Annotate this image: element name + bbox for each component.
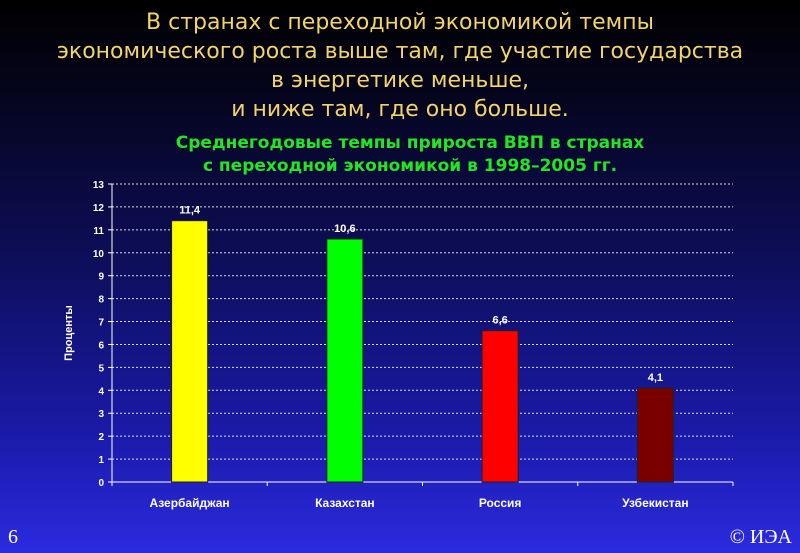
- headline-line: экономического роста выше там, где участ…: [56, 39, 744, 64]
- bar: [636, 387, 674, 483]
- headline-line: и ниже там, где оно больше.: [231, 97, 569, 122]
- y-tick-label: 9: [98, 272, 104, 283]
- headline-line: в энергетике меньше,: [270, 68, 530, 93]
- y-tick-label: 4: [98, 386, 104, 397]
- chart-title-line: Среднегодовые темпы прироста ВВП в стран…: [175, 133, 645, 153]
- x-tick-label: Азербайджан: [150, 496, 230, 510]
- x-tick-label: Узбекистан: [622, 496, 688, 510]
- bar: [481, 330, 519, 483]
- chart-title-line: с переходной экономикой в 1998–2005 гг.: [202, 156, 618, 176]
- bar-value-label: 4,1: [648, 372, 663, 384]
- slide-number: 6: [8, 526, 18, 548]
- y-tick-label: 5: [98, 363, 104, 374]
- y-tick-label: 1: [98, 455, 104, 466]
- headline-line: В странах с переходной экономикой темпы: [146, 10, 654, 35]
- bar: [326, 238, 364, 483]
- bar: [171, 220, 209, 483]
- y-axis-label: Проценты: [63, 305, 75, 361]
- y-tick-label: 0: [98, 478, 104, 489]
- y-tick-label: 7: [98, 318, 104, 329]
- x-tick-label: Казахстан: [315, 496, 375, 510]
- bar-value-label: 10,6: [334, 223, 355, 235]
- headline: В странах с переходной экономикой темпы …: [0, 8, 800, 124]
- y-tick-label: 13: [93, 180, 105, 191]
- y-tick-label: 11: [93, 226, 104, 237]
- y-tick-label: 2: [98, 432, 104, 443]
- bar-value-label: 6,6: [492, 315, 507, 327]
- x-tick-label: Россия: [479, 496, 522, 510]
- y-tick-label: 3: [98, 409, 104, 420]
- y-tick-label: 6: [98, 340, 104, 351]
- y-tick-label: 12: [93, 203, 105, 214]
- y-tick-label: 8: [98, 295, 104, 306]
- chart-title: Среднегодовые темпы прироста ВВП в стран…: [0, 132, 800, 178]
- copyright: © ИЭА: [729, 526, 792, 548]
- bar-value-label: 11,4: [179, 205, 201, 217]
- y-tick-label: 10: [93, 249, 105, 260]
